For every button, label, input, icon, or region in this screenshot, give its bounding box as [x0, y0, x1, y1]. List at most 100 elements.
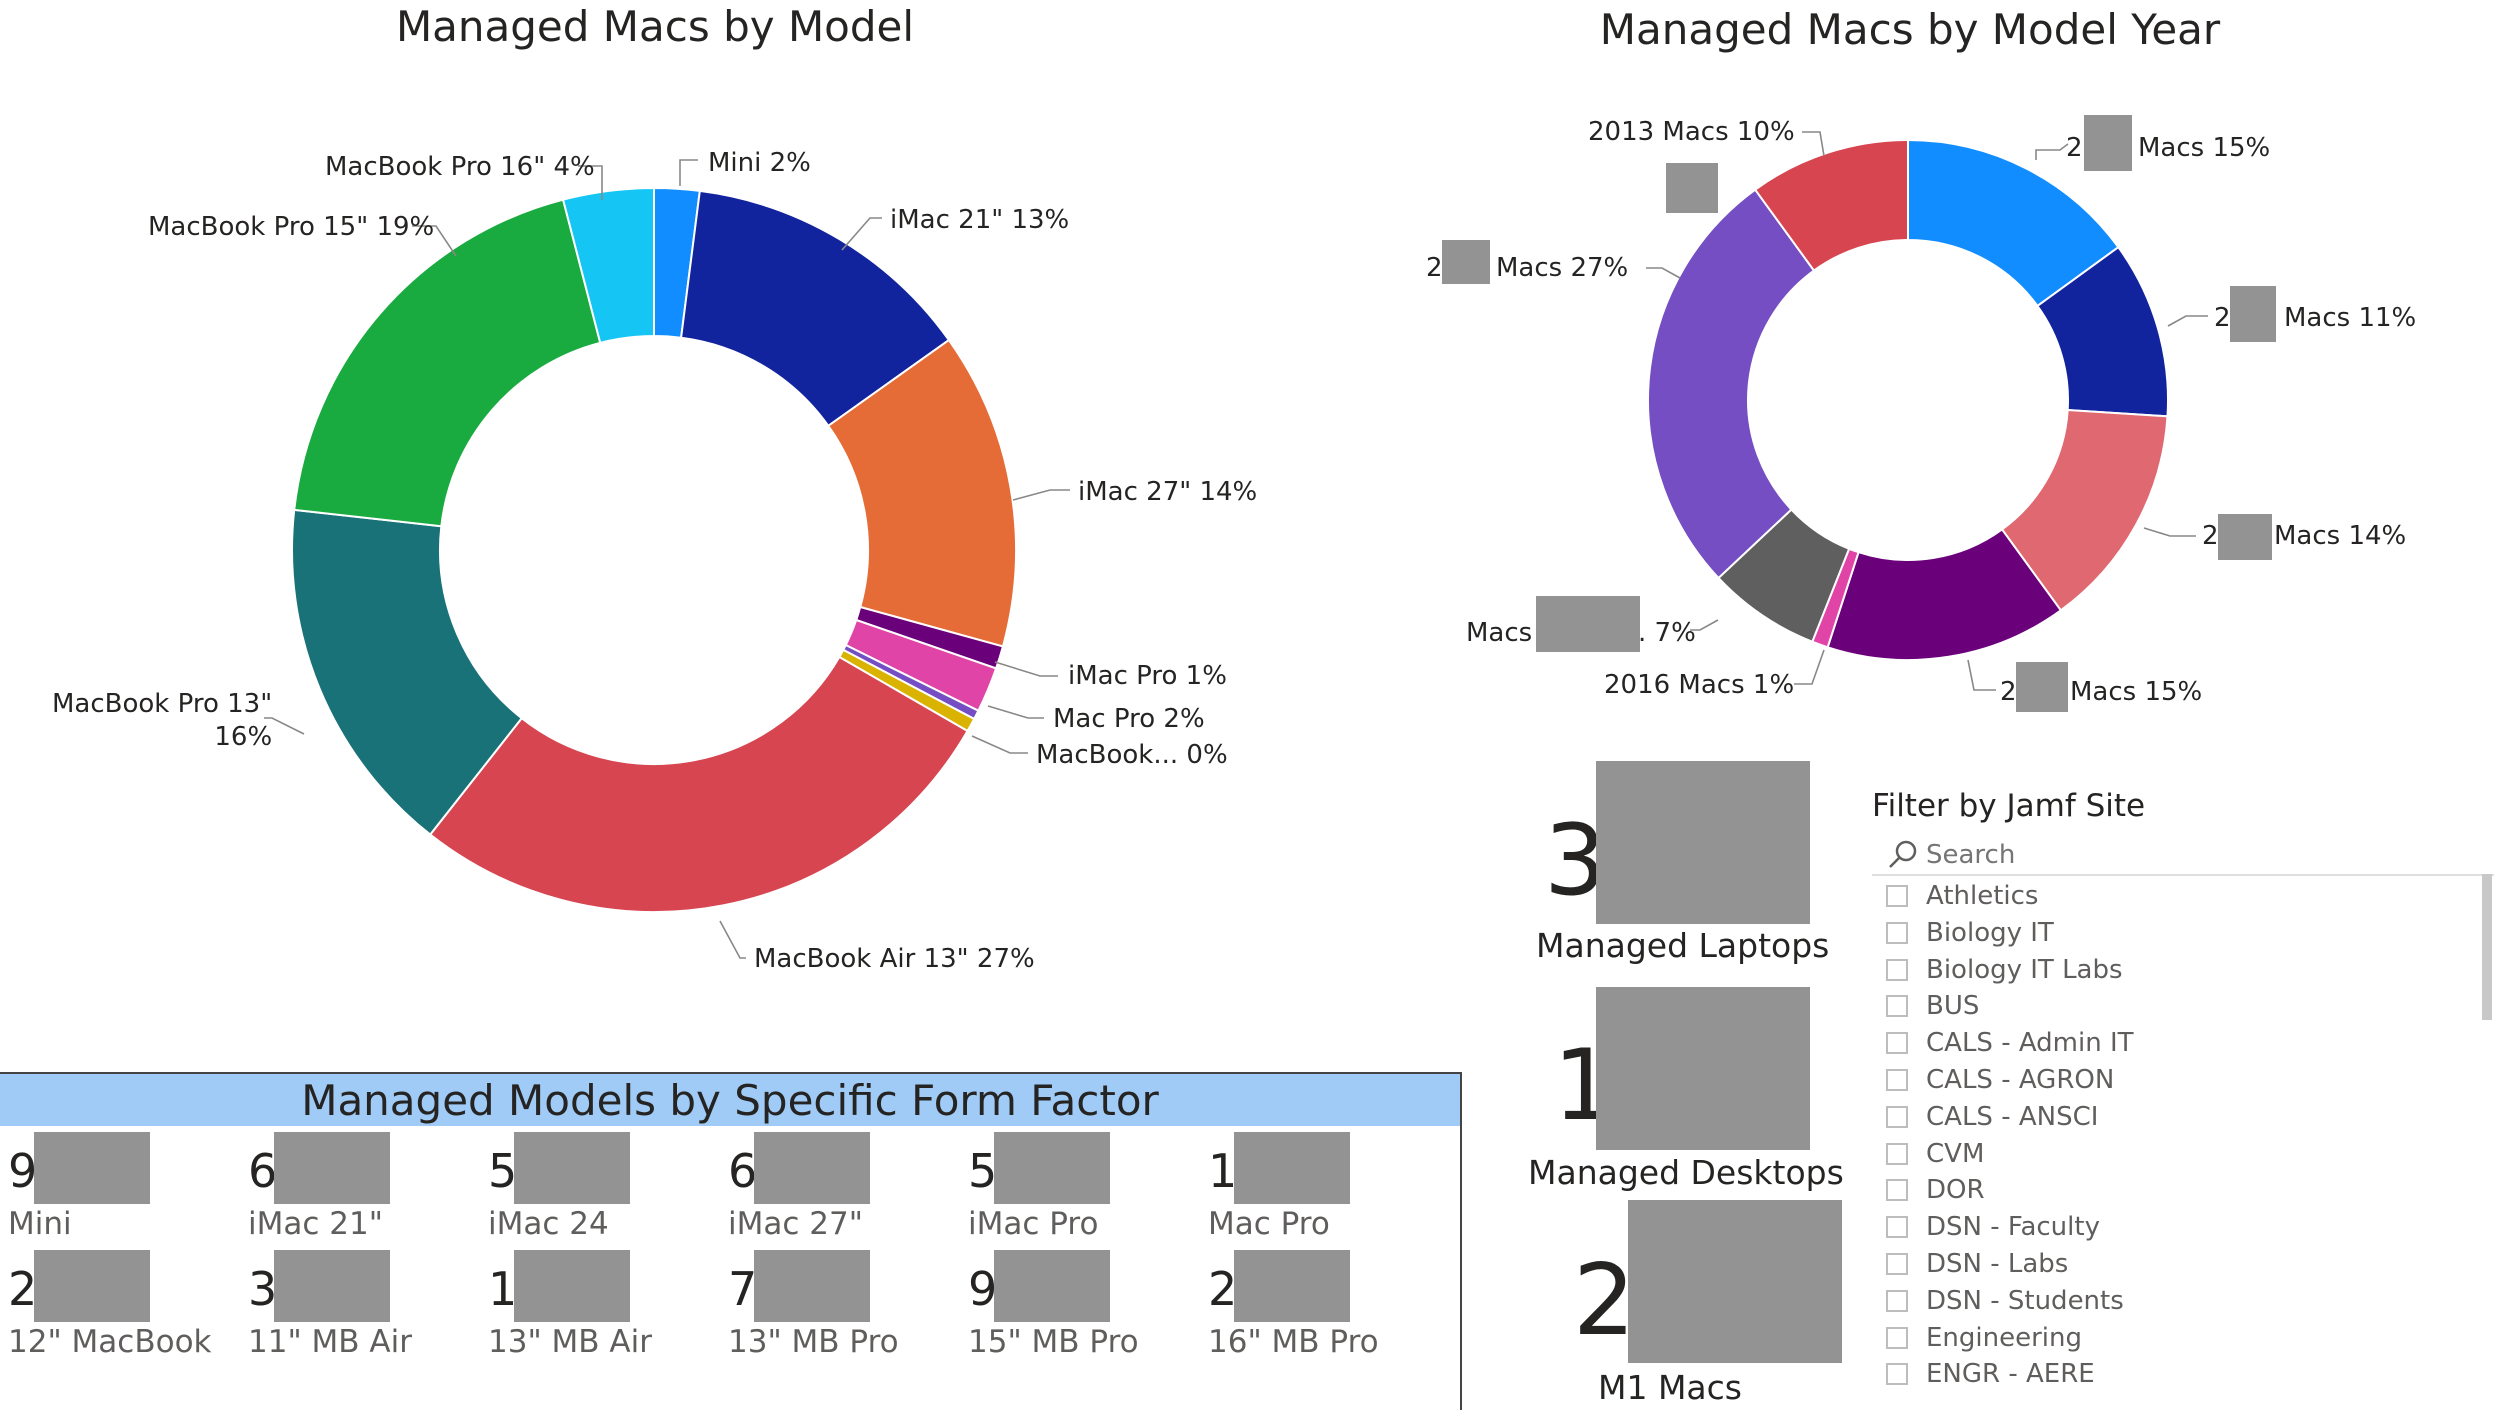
checkbox[interactable]	[1886, 995, 1908, 1018]
kpi-label: Managed Desktops	[1528, 1153, 1844, 1192]
model-slice-9[interactable]	[293, 198, 602, 528]
checkbox[interactable]	[1886, 1032, 1908, 1055]
slicer-item[interactable]: DSN - Students	[1886, 1283, 2124, 1319]
slicer-item-label: CVM	[1926, 1138, 1985, 1169]
slicer-item[interactable]: CALS - Admin IT	[1886, 1025, 2134, 1061]
form-factor-count: 1	[488, 1262, 518, 1316]
label-y27-prefix: 2	[1426, 253, 1443, 283]
redacted-block	[994, 1132, 1110, 1204]
slicer-item[interactable]: CVM	[1886, 1136, 1984, 1172]
form-factor-label: Mac Pro	[1208, 1206, 1330, 1242]
leader-line	[1794, 649, 1825, 685]
redacted-block	[1596, 987, 1810, 1150]
slicer-item[interactable]: DSN - Labs	[1886, 1246, 2068, 1282]
slicer-item-label: Athletics	[1926, 881, 2039, 911]
label-y7-a: Macs	[1466, 618, 1533, 648]
redacted-block	[34, 1250, 150, 1322]
redacted-block	[1596, 761, 1810, 924]
kpi-label: M1 Macs	[1598, 1368, 1742, 1407]
leader-line	[1690, 619, 1719, 631]
kpi-label: Managed Laptops	[1536, 926, 1830, 965]
slicer-search[interactable]	[1872, 836, 2494, 876]
checkbox[interactable]	[1886, 1363, 1908, 1386]
form-factor-label: 15" MB Pro	[968, 1324, 1139, 1360]
form-factor-title: Managed Models by Specific Form Factor	[301, 1076, 1159, 1125]
model-slice-2[interactable]	[826, 338, 1017, 648]
leader-line	[2167, 315, 2208, 327]
redacted-block	[274, 1132, 390, 1204]
donut-chart-model-year[interactable]	[1400, 0, 2510, 740]
slicer-title: Filter by Jamf Site	[1872, 788, 2146, 824]
slicer-search-input[interactable]	[1924, 836, 2478, 874]
leader-line	[994, 661, 1058, 677]
form-factor-count: 2	[1208, 1262, 1238, 1316]
leader-line	[1646, 267, 1681, 279]
model-slice-7[interactable]	[428, 655, 969, 913]
leader-line	[719, 920, 746, 959]
slicer-item[interactable]: DOR	[1886, 1172, 1985, 1208]
checkbox[interactable]	[1886, 1326, 1908, 1349]
checkbox[interactable]	[1886, 1069, 1908, 1091]
year-slice-6[interactable]	[1647, 188, 1816, 580]
redacted-block	[754, 1132, 870, 1204]
slicer-item[interactable]: BUS	[1886, 988, 1979, 1024]
checkbox[interactable]	[1886, 1216, 1908, 1239]
form-factor-label: 11" MB Air	[248, 1324, 412, 1360]
redacted-block	[2218, 514, 2272, 560]
checkbox[interactable]	[1886, 958, 1908, 981]
slicer-item[interactable]: Athletics	[1886, 878, 2038, 914]
redacted-block	[1234, 1250, 1350, 1322]
model-slice-8[interactable]	[291, 508, 524, 836]
checkbox[interactable]	[1886, 885, 1908, 907]
redacted-block	[1628, 1200, 1842, 1363]
checkbox[interactable]	[1886, 1253, 1908, 1275]
redacted-block	[754, 1250, 870, 1322]
slicer-item[interactable]: CALS - AGRON	[1886, 1062, 2114, 1098]
checkbox[interactable]	[1886, 1179, 1908, 1202]
form-factor-panel: Managed Models by Specific Form Factor	[0, 1072, 1462, 1410]
checkbox[interactable]	[1886, 1289, 1908, 1312]
label-mbp16: MacBook Pro 16" 4%	[325, 152, 595, 182]
redacted-block	[2084, 115, 2132, 171]
redacted-block	[1536, 596, 1640, 652]
chart-title-model-year: Managed Macs by Model Year	[1599, 5, 2221, 54]
slicer-item[interactable]: Biology IT	[1886, 915, 2054, 951]
leader-line	[412, 225, 457, 257]
checkbox[interactable]	[1886, 1105, 1908, 1128]
redacted-block	[994, 1250, 1110, 1322]
slicer-item[interactable]: DSN - Faculty	[1886, 1209, 2100, 1245]
label-y11-prefix: 2	[2214, 303, 2231, 333]
redacted-block	[514, 1132, 630, 1204]
label-y15top: Macs 15%	[2138, 133, 2271, 163]
leader-line	[264, 717, 305, 735]
form-factor-count: 6	[248, 1144, 278, 1198]
label-mini: Mini 2%	[708, 148, 811, 178]
form-factor-label: 12" MacBook	[8, 1324, 212, 1360]
slicer-item-label: CALS - AGRON	[1926, 1065, 2115, 1095]
leader-line	[841, 217, 882, 251]
label-mbp13: MacBook Pro 13" 16%	[52, 688, 272, 754]
leader-line	[578, 165, 603, 200]
slicer-scrollbar[interactable]	[2482, 874, 2492, 1020]
slicer-list[interactable]: Athletics Biology IT Biology IT Labs BUS CAL…	[1886, 878, 2476, 1410]
checkbox[interactable]	[1886, 921, 1908, 944]
slicer-item-label: DOR	[1926, 1175, 1985, 1206]
model-slice-10[interactable]	[561, 186, 655, 345]
kpi-digit: 2	[1573, 1244, 1636, 1358]
year-slice-7[interactable]	[1753, 138, 1909, 272]
label-mbp13-text: MacBook Pro 13" 16%	[52, 688, 272, 754]
checkbox[interactable]	[1886, 1142, 1908, 1165]
label-y7-b: . 7%	[1638, 618, 1696, 648]
slicer-item[interactable]: ENGR - AERE	[1886, 1356, 2095, 1392]
redacted-block	[2230, 286, 2276, 342]
donut-chart-model[interactable]	[0, 0, 1400, 1060]
form-factor-count: 6	[728, 1144, 758, 1198]
slicer-item[interactable]: CALS - ANSCI	[1886, 1099, 2098, 1135]
slicer-item[interactable]: Engineering	[1886, 1320, 2082, 1356]
form-factor-count: 9	[968, 1262, 998, 1316]
form-factor-label: iMac 21"	[248, 1206, 383, 1242]
slicer-item-label: DSN - Faculty	[1926, 1212, 2100, 1243]
form-factor-count: 1	[1208, 1144, 1238, 1198]
slicer-item[interactable]: Biology IT Labs	[1886, 952, 2123, 988]
chart-title-model: Managed Macs by Model	[395, 2, 915, 51]
